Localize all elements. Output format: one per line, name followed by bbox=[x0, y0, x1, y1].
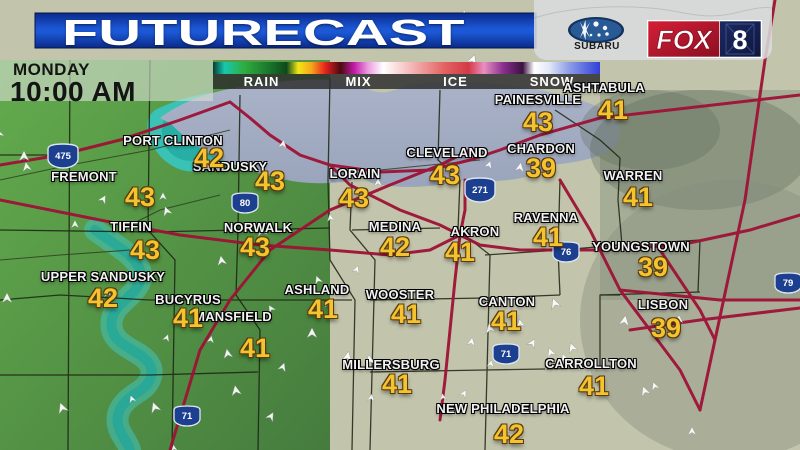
svg-text:FOX: FOX bbox=[656, 25, 713, 55]
svg-text:8: 8 bbox=[732, 25, 747, 55]
